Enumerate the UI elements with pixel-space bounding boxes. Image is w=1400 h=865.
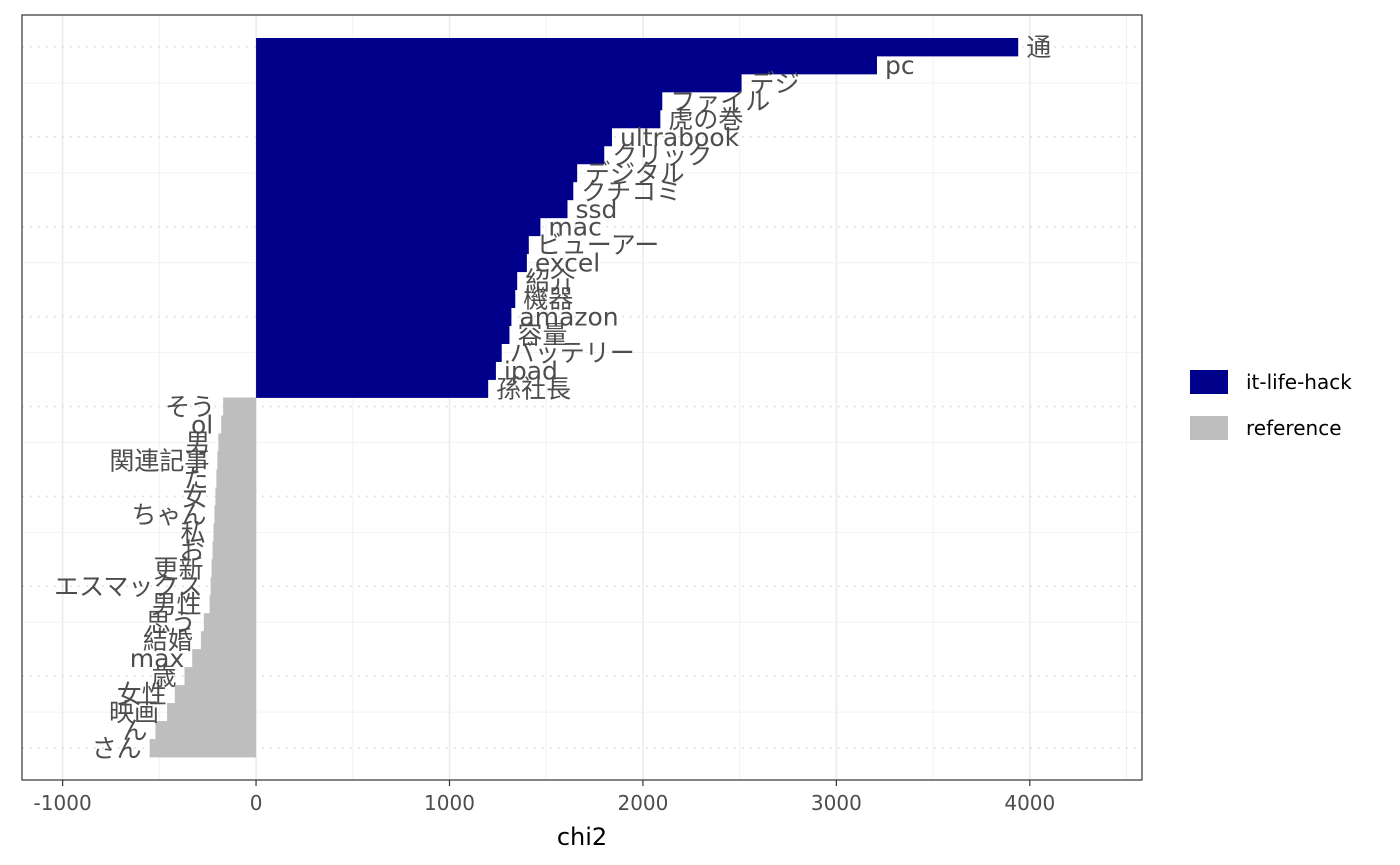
- bar-label: クチコミ: [581, 177, 681, 206]
- bar-label: ultrabook: [620, 123, 740, 152]
- bar-label: 男性: [152, 590, 202, 619]
- bar-reference: [184, 667, 257, 686]
- bar-it-life-hack: [256, 343, 502, 362]
- plot-border: [21, 14, 1143, 781]
- bar-reference: [217, 451, 257, 470]
- x-tick-label: -1000: [34, 791, 92, 815]
- bar-label: mac: [548, 213, 601, 242]
- legend-label: it-life-hack: [1246, 370, 1352, 394]
- bar-label: 女性: [117, 680, 167, 709]
- bars: [149, 38, 1019, 758]
- x-tick-label: 4000: [1004, 791, 1055, 815]
- x-tick-label: 2000: [617, 791, 668, 815]
- legend-key-reference: [1190, 416, 1228, 440]
- bar-label: 虎の巻: [668, 105, 743, 134]
- bar-it-life-hack: [256, 379, 489, 398]
- bar-it-life-hack: [256, 38, 1019, 57]
- x-axis: -1000 0 1000 2000 3000 4000: [34, 780, 1055, 815]
- bar-label: max: [130, 644, 184, 673]
- bar-label: た: [183, 464, 208, 493]
- bar-label: 更新: [154, 554, 204, 583]
- bar-reference: [200, 631, 257, 650]
- x-tick-label: 1000: [424, 791, 475, 815]
- bar-reference: [215, 487, 257, 506]
- bar-reference: [210, 577, 257, 596]
- bar-label: 結婚: [143, 626, 193, 655]
- bar-reference: [167, 703, 257, 722]
- bar-label: excel: [535, 249, 600, 278]
- bar-reference: [218, 433, 257, 452]
- bar-it-life-hack: [256, 91, 663, 111]
- bar-it-life-hack: [256, 235, 529, 255]
- legend: it-life-hack reference: [1190, 370, 1352, 440]
- bar-it-life-hack: [256, 253, 527, 273]
- bar-label: そう: [165, 392, 215, 421]
- bar-it-life-hack: [256, 109, 661, 129]
- bar-label: 紹介: [525, 267, 575, 296]
- legend-key-it-life-hack: [1190, 370, 1228, 394]
- bar-it-life-hack: [256, 73, 742, 93]
- bar-it-life-hack: [256, 163, 578, 183]
- bar-it-life-hack: [256, 361, 496, 380]
- x-tick-label: 3000: [811, 791, 862, 815]
- bar-label: 容量: [517, 321, 567, 350]
- bar-label: ん: [122, 716, 147, 745]
- bar-it-life-hack: [256, 181, 574, 201]
- bar-reference: [216, 469, 257, 488]
- bar-reference: [212, 541, 257, 560]
- legend-label: reference: [1246, 416, 1342, 440]
- bar-label: 映画: [109, 698, 159, 727]
- bar-label: ファイル: [670, 87, 770, 116]
- bar-reference: [155, 721, 257, 740]
- bar-it-life-hack: [256, 325, 510, 344]
- bar-label: バッテリー: [510, 339, 635, 368]
- bar-reference: [174, 685, 257, 704]
- bar-reference: [192, 649, 257, 668]
- bar-label: 機器: [523, 285, 573, 314]
- bar-label: 孫社長: [496, 375, 571, 404]
- bar-label: ol: [191, 410, 213, 439]
- bar-label: ちゃん: [131, 500, 206, 529]
- bar-reference: [209, 595, 257, 614]
- bar-label: 関連記事: [109, 446, 209, 475]
- bar-it-life-hack: [256, 271, 518, 291]
- x-axis-title: chi2: [557, 823, 607, 851]
- bar-label: デジ: [750, 69, 800, 98]
- bar-label: 私: [180, 518, 205, 547]
- bar-label: ssd: [575, 195, 617, 224]
- bar-label: 歳: [151, 662, 176, 691]
- bar-it-life-hack: [256, 127, 612, 147]
- bar-reference: [149, 739, 257, 758]
- bar-reference: [221, 415, 257, 434]
- bar-label: amazon: [519, 303, 618, 332]
- bar-reference: [203, 613, 257, 632]
- bar-it-life-hack: [256, 307, 512, 326]
- bar-label: ビューアー: [537, 231, 660, 260]
- x-tick-label: 0: [250, 791, 263, 815]
- bar-it-life-hack: [256, 289, 516, 309]
- bar-label: 通: [1026, 33, 1051, 62]
- bar-label: 男: [185, 428, 210, 457]
- bar-label: さん: [92, 734, 142, 763]
- bar-it-life-hack: [256, 55, 877, 75]
- bar-label: クリック: [612, 141, 712, 170]
- bar-label: pc: [885, 51, 915, 80]
- bar-reference: [211, 559, 257, 578]
- bar-reference: [213, 523, 257, 542]
- bar-it-life-hack: [256, 199, 568, 219]
- bar-label: ipad: [504, 357, 558, 386]
- bar-label: お: [180, 536, 205, 565]
- bar-labels: 通 pc デジファイル虎の巻ultrabookクリックデジタルクチコミssdmacビ…: [54, 33, 1051, 763]
- bar-label: 女: [182, 482, 207, 511]
- bar-reference: [223, 397, 257, 416]
- bar-it-life-hack: [256, 145, 605, 165]
- bar-label: 思う: [146, 608, 196, 637]
- bar-reference: [214, 505, 257, 524]
- bar-it-life-hack: [256, 217, 541, 237]
- bar-label: デジタル: [585, 159, 685, 188]
- bar-label: エスマックス: [54, 572, 203, 601]
